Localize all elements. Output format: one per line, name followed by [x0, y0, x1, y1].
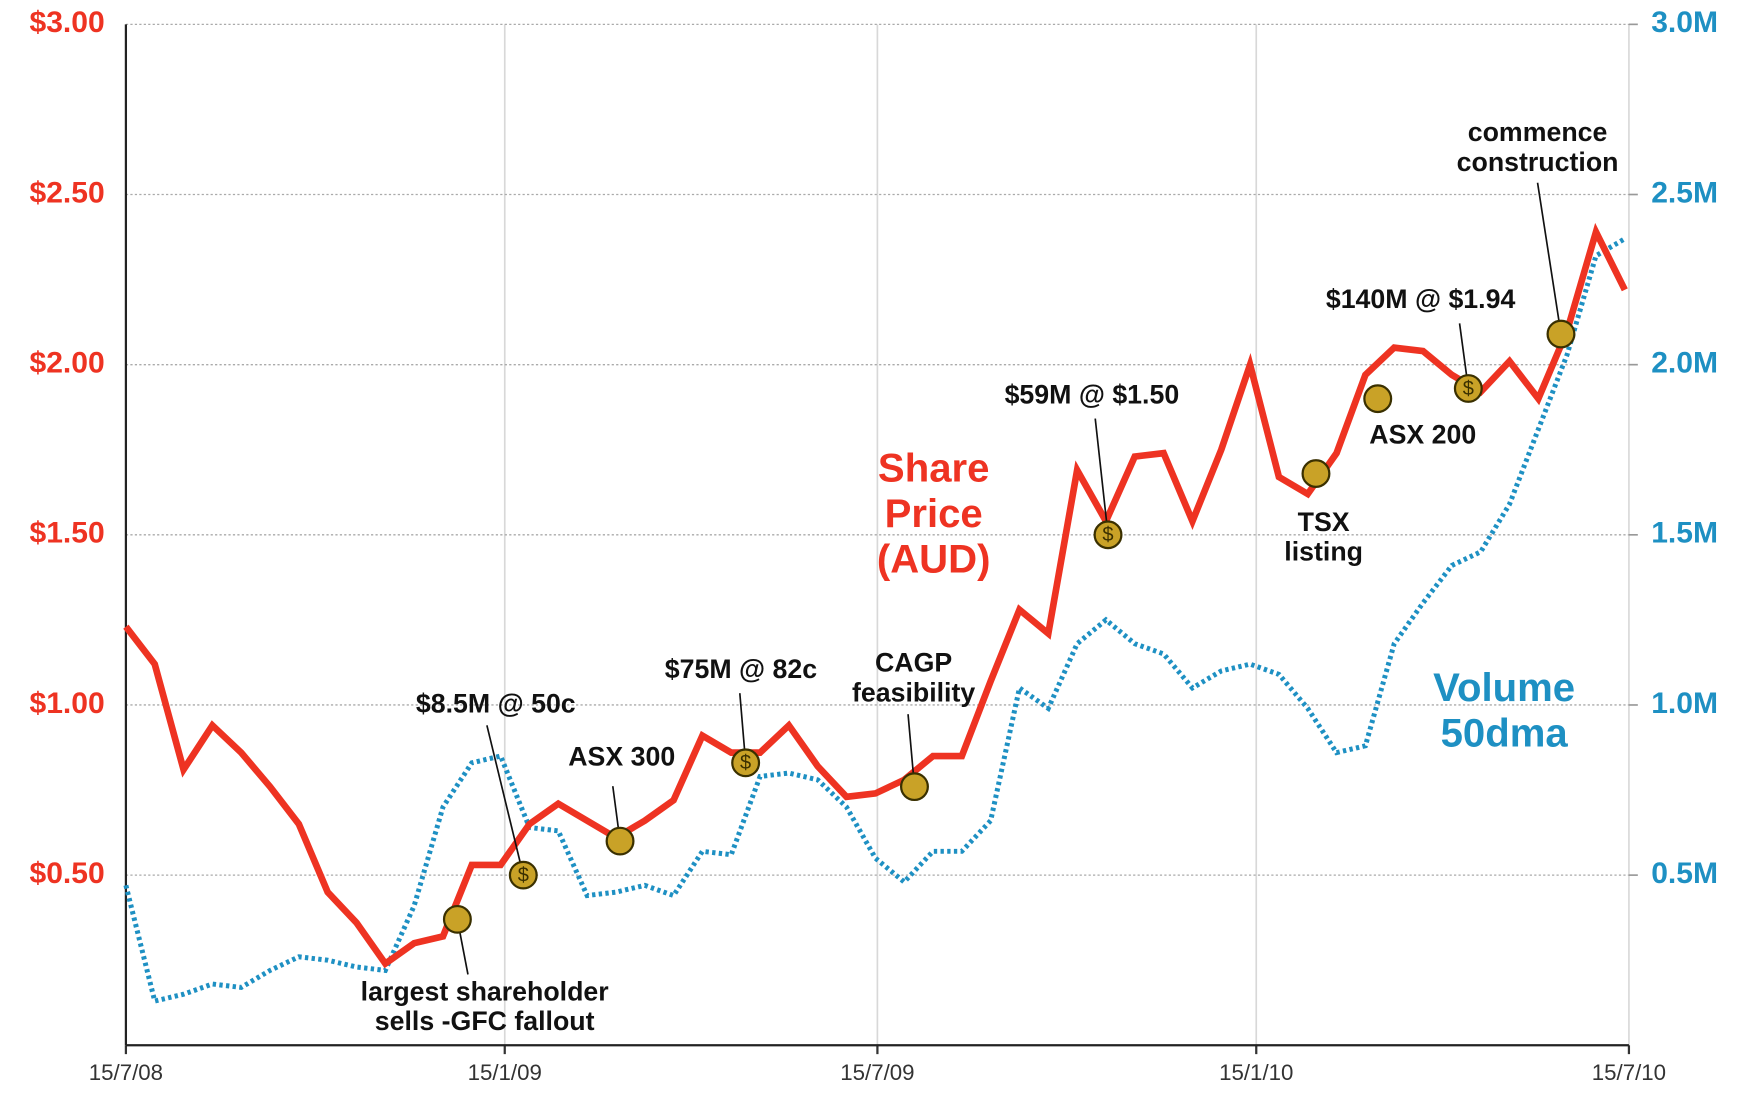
event-label: commence	[1468, 117, 1608, 147]
y-tick-label: $1.50	[30, 517, 105, 550]
event-label: ASX 200	[1369, 419, 1476, 449]
event-label: TSX	[1298, 507, 1350, 537]
event-label: largest shareholder	[361, 976, 609, 1006]
event-marker	[1301, 459, 1331, 488]
event-marker	[1363, 384, 1393, 414]
event-symbol: $	[740, 752, 751, 774]
x-tick-label: 15/1/10	[1219, 1060, 1293, 1085]
event-label: listing	[1284, 537, 1363, 567]
event-symbol: $	[1102, 524, 1113, 546]
x-tick-label: 15/1/09	[468, 1060, 542, 1085]
event-label: sells -GFC fallout	[375, 1006, 595, 1036]
event-marker	[605, 826, 635, 856]
event-label: construction	[1457, 147, 1619, 177]
series-name: Share Price (AUD)	[876, 445, 991, 582]
leader-line	[1094, 418, 1109, 535]
y-tick-label: $2.00	[30, 347, 105, 380]
y2-tick-label: 0.5M	[1651, 857, 1718, 890]
x-tick-label: 15/7/09	[840, 1060, 914, 1085]
x-tick-label: 15/7/08	[89, 1060, 163, 1085]
event-marker	[442, 904, 472, 934]
series-label: Share Price (AUD)	[876, 445, 991, 582]
y2-tick-label: 1.5M	[1651, 517, 1718, 550]
event-label: feasibility	[852, 677, 975, 707]
x-tick-label: 15/7/10	[1592, 1060, 1666, 1085]
y-tick-label: $1.00	[30, 687, 105, 720]
event-marker	[508, 860, 538, 890]
y2-tick-label: 1.0M	[1651, 687, 1718, 720]
leader-line	[486, 725, 525, 876]
event-label: ASX 300	[568, 742, 675, 772]
series-label: Volume 50dma	[1433, 664, 1576, 756]
event-marker	[899, 772, 929, 802]
event-marker	[1093, 520, 1123, 550]
event-label: $75M @ 82c	[665, 654, 818, 684]
series-name: Volume 50dma	[1433, 664, 1576, 756]
leader-line	[1536, 182, 1562, 335]
y-tick-label: $2.50	[30, 176, 105, 209]
y2-tick-label: 3.0M	[1651, 6, 1718, 39]
price-line	[123, 222, 1628, 969]
event-marker	[731, 748, 761, 778]
y2-tick-label: 2.0M	[1651, 347, 1718, 380]
y2-tick-label: 2.5M	[1651, 176, 1718, 209]
event-marker	[1546, 319, 1576, 349]
event-symbol: $	[518, 865, 529, 887]
y-tick-label: $3.00	[30, 6, 105, 39]
event-symbol: $	[1463, 378, 1474, 400]
event-label: $140M @ $1.94	[1326, 284, 1516, 314]
event-label: CAGP	[875, 647, 952, 677]
y-tick-label: $0.50	[30, 857, 105, 890]
event-marker	[1453, 374, 1483, 403]
event-label: $8.5M @ 50c	[416, 688, 576, 718]
volume-line	[123, 236, 1627, 1005]
event-label: $59M @ $1.50	[1005, 380, 1180, 410]
